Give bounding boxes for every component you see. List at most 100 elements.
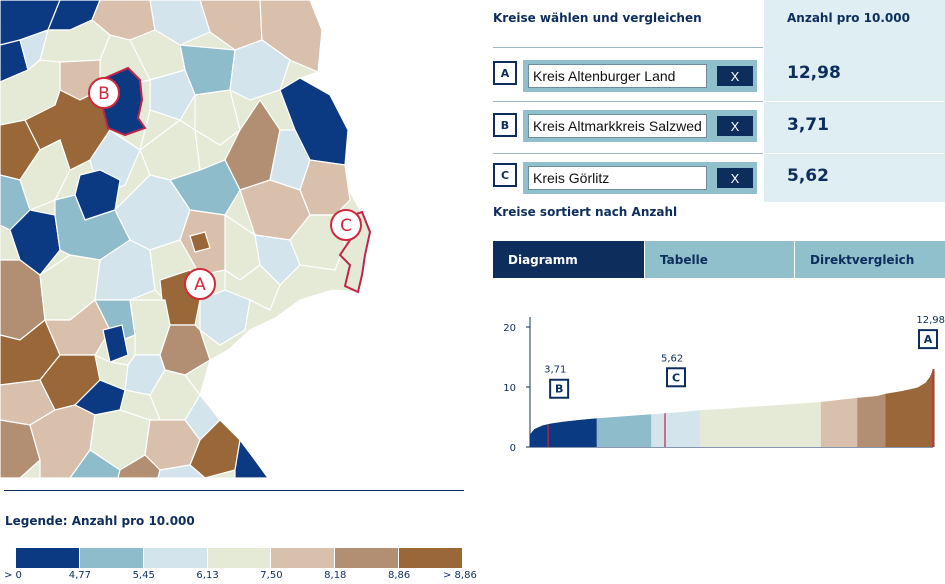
chart-bar [695, 410, 698, 447]
chart-bar [608, 417, 611, 447]
district-value-b: 3,71 [787, 115, 829, 135]
chart-bar [568, 421, 570, 447]
map-marker-a[interactable]: A [184, 268, 216, 300]
tab-tabelle[interactable]: Tabelle [644, 241, 794, 278]
chart-bar [650, 414, 652, 447]
chart-bar [860, 397, 862, 447]
chart-bar [868, 396, 870, 447]
chart-bar [772, 405, 775, 447]
chart-bar [897, 391, 900, 447]
chart-bar [722, 408, 725, 447]
chart-bar [566, 421, 568, 447]
chart-bar [677, 412, 680, 447]
chart-bar [750, 406, 752, 447]
district-input-a[interactable] [528, 64, 707, 88]
chart-bar [575, 420, 578, 447]
legend-label: 5,45 [132, 570, 155, 581]
chart-bar [676, 412, 679, 447]
chart-bar [816, 402, 819, 447]
chart-bar [573, 420, 576, 447]
chart-bar [718, 409, 721, 447]
chart-bar [782, 404, 785, 447]
chart-bar [871, 396, 873, 447]
chart-bar [680, 412, 683, 447]
chart-bar [530, 433, 532, 447]
highlight-letter-box-c [666, 367, 687, 388]
chart-bar [779, 405, 782, 447]
remove-district-b-button[interactable]: X [717, 116, 753, 136]
chart-bar [800, 403, 803, 447]
chart-bar [647, 414, 649, 447]
chart-bar [599, 418, 602, 447]
chart-bar [907, 389, 910, 447]
map-marker-b[interactable]: B [88, 77, 120, 109]
chart-bar [821, 401, 824, 447]
chart-bar [895, 392, 898, 447]
chart-bar [613, 417, 616, 447]
chart-bar [774, 405, 777, 447]
chart-bar [877, 395, 880, 447]
chart-bar [928, 377, 931, 447]
chart-bar [578, 419, 581, 447]
chart-bar [734, 408, 736, 447]
chart-bar [553, 423, 555, 447]
chart-bar [739, 407, 741, 447]
chart-bar [697, 410, 700, 447]
chart-bar [857, 397, 859, 447]
district-input-c[interactable] [528, 166, 707, 190]
chart-bar [790, 404, 793, 447]
chart-bar [761, 406, 763, 447]
district-map[interactable]: B C A [0, 0, 465, 478]
chart-bar [887, 393, 890, 447]
chart-bar [711, 409, 714, 447]
chart-bar [689, 411, 692, 447]
chart-bar [637, 415, 639, 447]
chart-bar [862, 397, 864, 447]
chart-bar [802, 403, 805, 447]
chart-bar [924, 382, 927, 447]
chart-bar [842, 399, 844, 447]
chart-bar [534, 428, 536, 447]
chart-bar [696, 410, 699, 447]
value-column-heading: Anzahl pro 10.000 [787, 11, 910, 25]
district-input-b[interactable] [528, 114, 707, 138]
legend-swatch [79, 548, 144, 568]
chart-bar [925, 381, 928, 447]
chart-bar [850, 398, 852, 447]
chart-bar [645, 414, 647, 447]
chart-bar [759, 406, 761, 447]
chart-bar [724, 408, 727, 447]
chart-bar [595, 418, 598, 447]
chart-bar [587, 419, 590, 447]
chart-bar [682, 411, 685, 447]
chart-bar [845, 399, 847, 447]
remove-district-a-button[interactable]: X [717, 66, 753, 86]
chart-bar [640, 415, 642, 447]
chart-bar [717, 409, 720, 447]
chart-bar [783, 404, 786, 447]
chart-bar [813, 402, 816, 447]
chart-bar [930, 373, 933, 447]
chart-bar [775, 405, 778, 447]
chart-bar [738, 407, 740, 447]
chart-bar [830, 400, 833, 447]
chart-bar [661, 413, 663, 447]
tab-direktvergleich[interactable]: Direktvergleich [794, 241, 945, 278]
chart-bar [828, 401, 831, 447]
chart-bar [848, 398, 850, 447]
row-letter-c: C [493, 163, 517, 187]
chart-bar [882, 394, 885, 447]
chart-bar [540, 426, 542, 447]
row-divider [493, 101, 763, 102]
chart-bar [847, 398, 849, 447]
map-marker-c[interactable]: C [330, 209, 362, 241]
tab-diagramm[interactable]: Diagramm [493, 241, 644, 278]
chart-bar [657, 413, 659, 447]
chart-bar [612, 417, 615, 447]
chart-bar [600, 418, 603, 447]
chart-bar [658, 413, 660, 447]
chart-bar [672, 412, 675, 447]
chart-bar [756, 406, 758, 447]
remove-district-c-button[interactable]: X [717, 168, 753, 188]
chart-bar [714, 409, 717, 447]
